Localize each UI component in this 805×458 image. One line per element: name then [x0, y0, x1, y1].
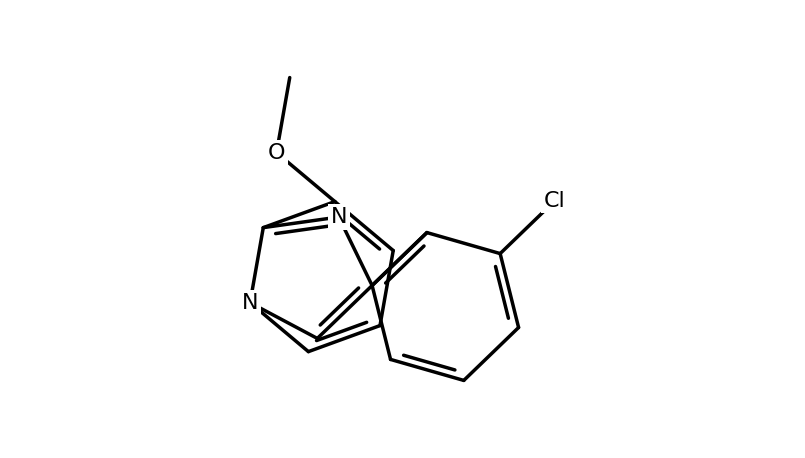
- Text: N: N: [242, 293, 258, 313]
- Text: Cl: Cl: [544, 191, 566, 211]
- Text: N: N: [331, 207, 347, 227]
- Text: O: O: [268, 142, 285, 163]
